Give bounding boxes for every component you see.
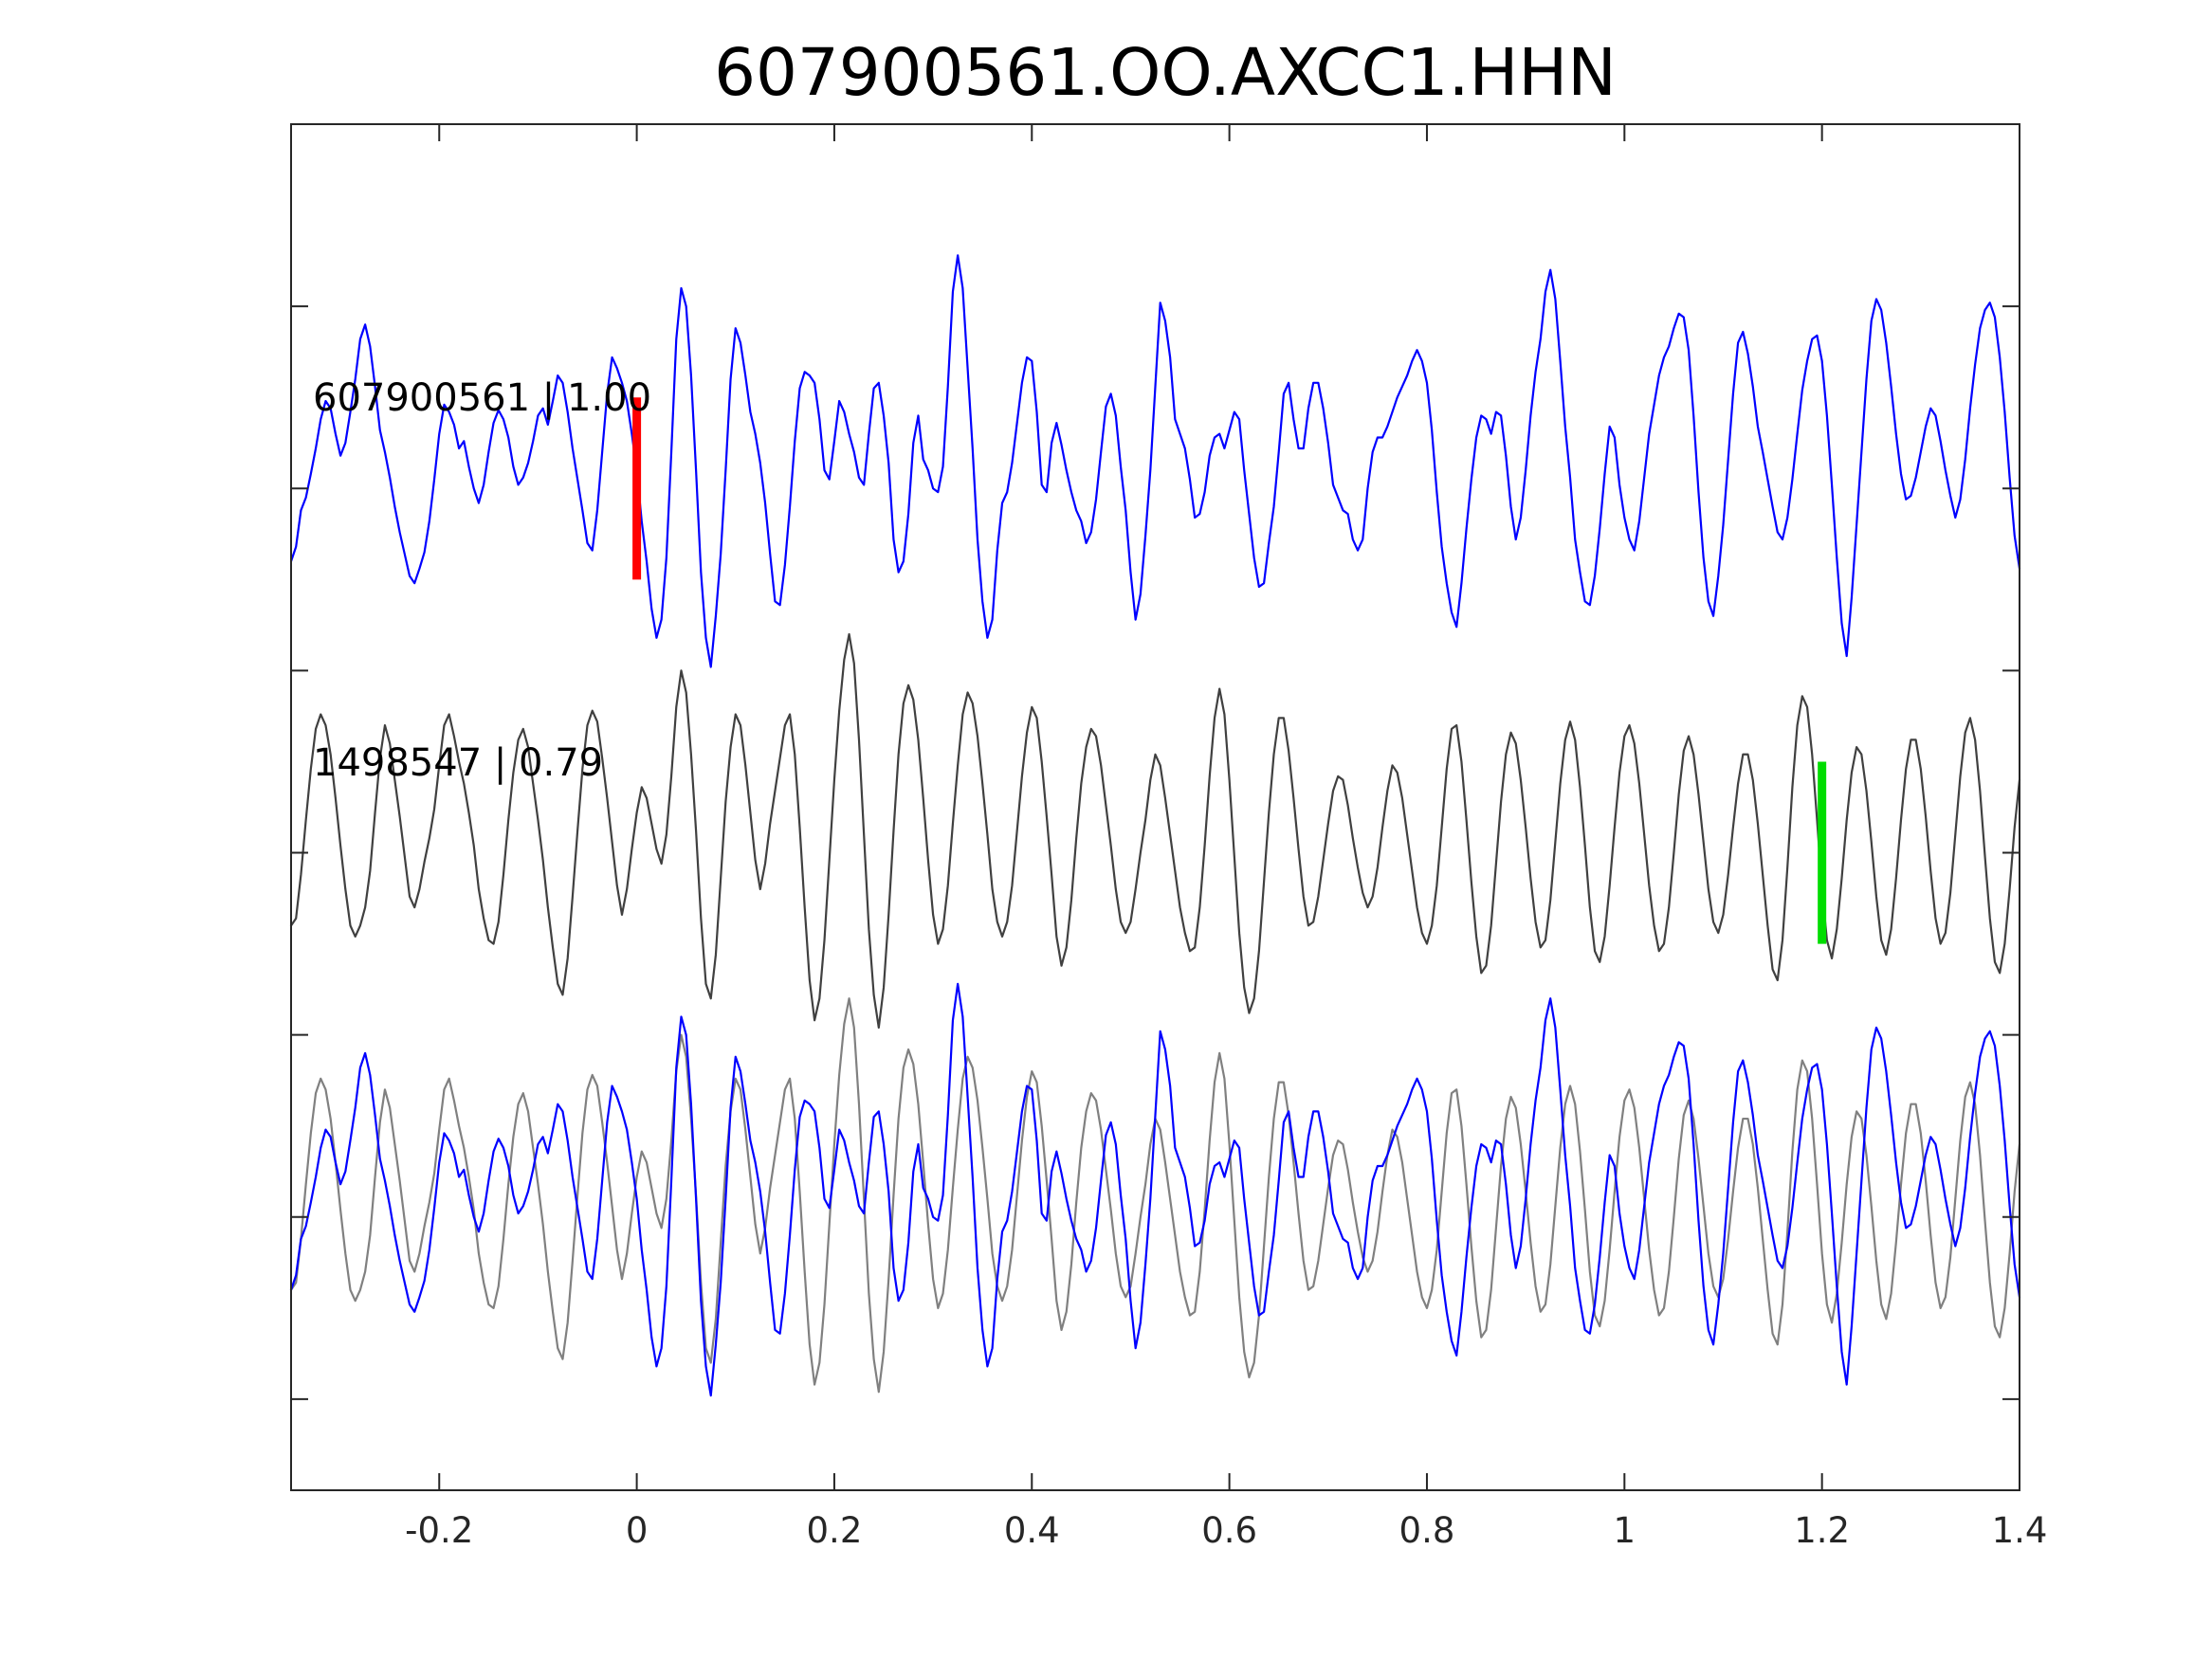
overlay-trace-template — [289, 982, 2021, 1397]
trace-labels-layer: 607900561 | 1.00 1498547 | 0.79 — [313, 376, 651, 785]
pick-markers-layer — [632, 397, 1827, 944]
x-tick-label: 1.4 — [1992, 1510, 2048, 1551]
x-tick-label: 1.2 — [1794, 1510, 1850, 1551]
trace-template — [289, 254, 2021, 668]
x-tick-labels: -0.2 0 0.2 0.4 0.6 0.8 1 1.2 1.4 — [405, 1510, 2047, 1551]
traces-layer — [289, 254, 2021, 1397]
axis-ticks — [291, 124, 2020, 1490]
trace-label-template: 607900561 | 1.00 — [313, 376, 651, 420]
trace-reference — [289, 632, 2021, 1030]
x-tick-label: 0.6 — [1201, 1510, 1257, 1551]
x-tick-label: 0.4 — [1004, 1510, 1060, 1551]
x-tick-label: 0.2 — [807, 1510, 863, 1551]
x-tick-label: 0 — [626, 1510, 649, 1551]
overlay-trace-reference — [289, 997, 2021, 1394]
x-tick-label: 1 — [1614, 1510, 1636, 1551]
trace-label-reference: 1498547 | 0.79 — [313, 741, 603, 785]
axes-frame — [290, 123, 2020, 1491]
x-tick-label: 0.8 — [1399, 1510, 1455, 1551]
plot-area: 607900561 | 1.00 1498547 | 0.79 -0.2 0 0.2… — [289, 123, 2047, 1551]
x-tick-label: -0.2 — [405, 1510, 473, 1551]
chart-title: 607900561.OO.AXCC1.HHN — [714, 35, 1617, 111]
